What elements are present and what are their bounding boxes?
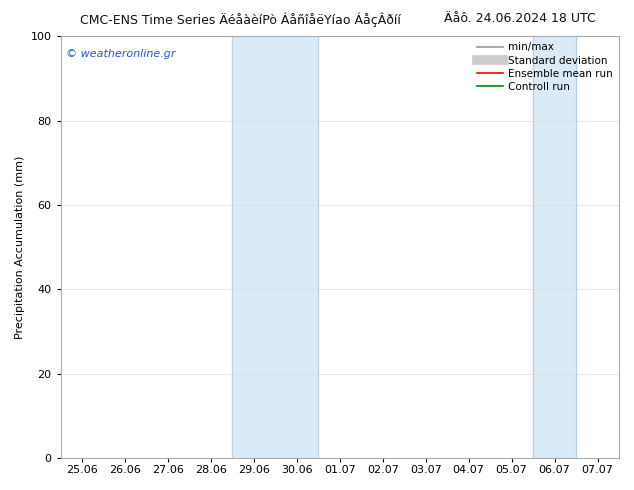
Y-axis label: Precipitation Accumulation (mm): Precipitation Accumulation (mm): [15, 155, 25, 339]
Text: CMC-ENS Time Series ÄéåàèíPò ÁåñîåëYíao ÁåçÂðíí: CMC-ENS Time Series ÄéåàèíPò ÁåñîåëYíao …: [81, 12, 401, 27]
Legend: min/max, Standard deviation, Ensemble mean run, Controll run: min/max, Standard deviation, Ensemble me…: [472, 38, 617, 96]
Text: © weatheronline.gr: © weatheronline.gr: [66, 49, 176, 59]
Bar: [533, 36, 576, 458]
Text: Äåô. 24.06.2024 18 UTC: Äåô. 24.06.2024 18 UTC: [444, 12, 596, 25]
Bar: [233, 36, 318, 458]
